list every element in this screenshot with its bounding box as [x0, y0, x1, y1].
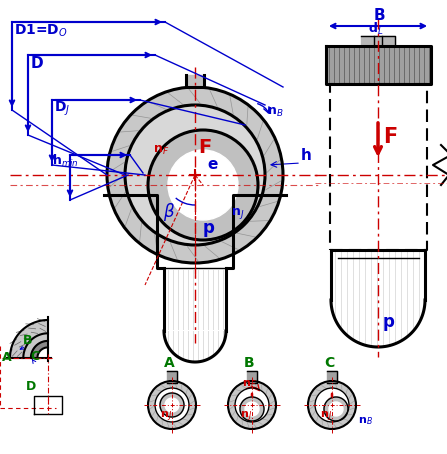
Polygon shape	[31, 341, 48, 358]
Polygon shape	[247, 371, 257, 383]
Circle shape	[168, 150, 238, 220]
Circle shape	[148, 381, 196, 429]
Polygon shape	[10, 320, 48, 358]
Circle shape	[315, 388, 349, 422]
Circle shape	[308, 381, 356, 429]
Polygon shape	[326, 46, 431, 84]
Text: n$_J$: n$_J$	[160, 410, 172, 424]
Polygon shape	[331, 250, 425, 347]
Circle shape	[240, 397, 264, 421]
Text: C: C	[30, 350, 39, 363]
Text: h$_{min}$: h$_{min}$	[52, 153, 79, 169]
Text: n$_F$: n$_F$	[242, 378, 257, 390]
Text: F: F	[198, 138, 211, 157]
Circle shape	[235, 388, 269, 422]
Text: n$_J$: n$_J$	[320, 410, 332, 424]
Text: D: D	[31, 56, 44, 71]
Text: p: p	[203, 219, 215, 237]
Text: n$_J$: n$_J$	[231, 206, 245, 221]
Circle shape	[148, 130, 258, 240]
Text: D1=D$_O$: D1=D$_O$	[14, 23, 68, 39]
Text: $\beta$: $\beta$	[163, 201, 175, 223]
Polygon shape	[167, 371, 177, 383]
Text: D$_J$: D$_J$	[54, 100, 70, 118]
Text: n$_B$: n$_B$	[267, 106, 283, 119]
Circle shape	[155, 388, 189, 422]
Text: h: h	[301, 148, 312, 163]
Text: B: B	[374, 8, 386, 23]
Polygon shape	[38, 347, 48, 358]
Polygon shape	[125, 105, 265, 245]
Polygon shape	[327, 371, 337, 383]
Polygon shape	[164, 268, 226, 331]
Text: F: F	[383, 127, 397, 147]
Circle shape	[107, 87, 283, 263]
Circle shape	[228, 381, 276, 429]
Circle shape	[245, 402, 259, 416]
Circle shape	[125, 105, 265, 245]
Text: n$_J$: n$_J$	[240, 410, 252, 424]
Circle shape	[165, 398, 179, 412]
Text: B: B	[244, 356, 255, 370]
Circle shape	[329, 402, 343, 416]
Polygon shape	[361, 36, 395, 46]
Text: C: C	[324, 356, 334, 370]
Text: A: A	[2, 351, 12, 364]
Polygon shape	[164, 331, 226, 362]
Text: n$_B$: n$_B$	[358, 415, 373, 427]
Text: B: B	[23, 334, 33, 347]
Circle shape	[324, 397, 348, 421]
Text: A: A	[164, 356, 175, 370]
Text: n$_F$: n$_F$	[153, 144, 169, 157]
Text: D: D	[26, 380, 36, 393]
Text: e: e	[207, 157, 217, 172]
Polygon shape	[34, 396, 62, 414]
Text: d$_L$: d$_L$	[368, 21, 384, 37]
Polygon shape	[186, 75, 204, 87]
Text: p: p	[383, 313, 395, 331]
Circle shape	[160, 393, 184, 417]
